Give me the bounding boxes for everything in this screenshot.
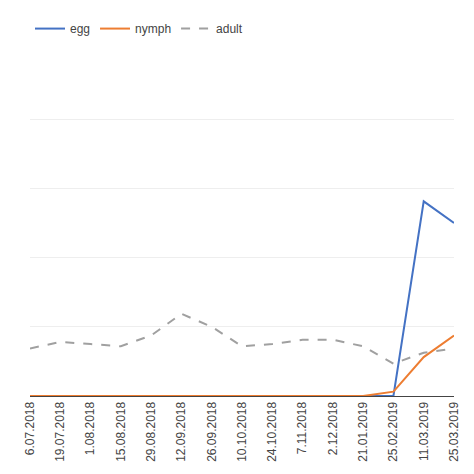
svg-text:6.07.2018: 6.07.2018: [23, 401, 37, 455]
svg-text:egg: egg: [70, 22, 90, 36]
svg-text:15.08.2018: 15.08.2018: [114, 401, 128, 461]
svg-text:2.12.2018: 2.12.2018: [326, 401, 340, 455]
svg-text:24.10.2018: 24.10.2018: [265, 401, 279, 461]
svg-text:12.09.2018: 12.09.2018: [174, 401, 188, 461]
svg-text:26.09.2018: 26.09.2018: [205, 401, 219, 461]
svg-text:21.01.2019: 21.01.2019: [356, 401, 370, 461]
svg-text:adult: adult: [216, 22, 243, 36]
svg-text:1.08.2018: 1.08.2018: [83, 401, 97, 455]
svg-text:25.02.2019: 25.02.2019: [386, 401, 400, 461]
svg-text:19.07.2018: 19.07.2018: [53, 401, 67, 461]
svg-text:11.03.2019: 11.03.2019: [417, 401, 431, 460]
svg-text:29.08.2018: 29.08.2018: [144, 401, 158, 461]
svg-text:10.10.2018: 10.10.2018: [235, 401, 249, 461]
svg-text:nymph: nymph: [135, 22, 171, 36]
svg-text:25.03.2019: 25.03.2019: [447, 401, 461, 461]
svg-text:7.11.2018: 7.11.2018: [295, 401, 309, 454]
